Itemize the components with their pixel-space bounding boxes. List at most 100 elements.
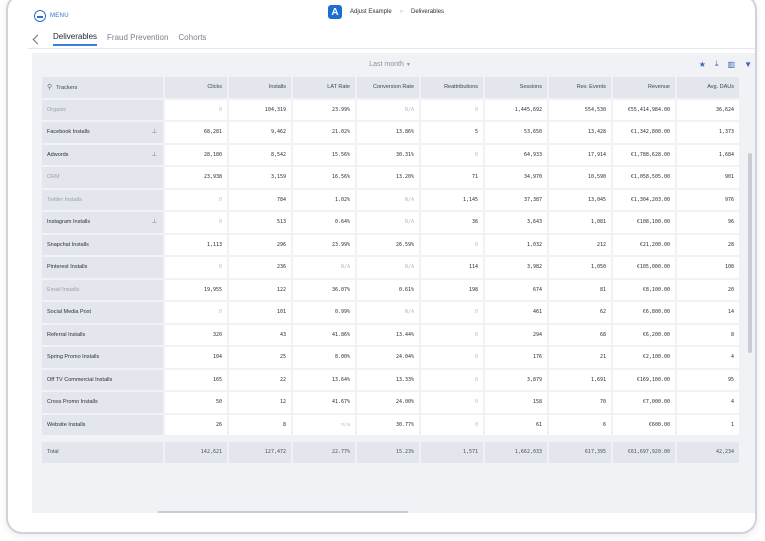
table-cell: €108,100.00 <box>613 212 675 233</box>
app-name[interactable]: Adjust Example <box>350 9 392 15</box>
table-cell: 176 <box>485 347 547 368</box>
filter-icon[interactable]: ▼ <box>744 59 752 69</box>
table-cell: 0 <box>421 234 483 255</box>
table-row[interactable]: CRM 23,938 3,159 16.56% 13.20% 71 34,970 10,590… <box>42 167 739 188</box>
column-header[interactable]: Clicks <box>165 77 227 98</box>
menu-button[interactable]: MENU <box>34 10 69 22</box>
pin-settings-icon[interactable]: ★ <box>698 59 706 69</box>
table-cell: 0.64% <box>293 212 355 233</box>
table-cell: 41.86% <box>293 324 355 345</box>
horizontal-scrollbar[interactable] <box>158 511 408 513</box>
column-header[interactable]: Rev. Events <box>549 77 611 98</box>
chart-icon[interactable]: ▥ <box>727 59 736 69</box>
table-cell: 1,050 <box>549 257 611 278</box>
table-cell: 0 <box>421 369 483 390</box>
table-row[interactable]: Adwords ⊥ 28,180 8,542 15.56% 30.31% 0 64,933 17… <box>42 144 739 165</box>
table-cell: 0 <box>421 324 483 345</box>
pin-icon[interactable]: ⊥ <box>151 129 157 135</box>
tracker-name-text: Spring Promo Installs <box>47 354 100 361</box>
table-cell: 71 <box>421 167 483 188</box>
table-row[interactable]: Spring Promo Installs 104 25 8.00% 24.04% 0 17… <box>42 347 739 368</box>
table-cell: €600.00 <box>613 414 675 435</box>
table-cell: 12 <box>229 392 291 413</box>
table-cell: 81 <box>549 279 611 300</box>
table-row[interactable]: Social Media Post 0 101 0.99% N/A 0 461 62 €6,80… <box>42 302 739 323</box>
table-cell: 0 <box>421 99 483 120</box>
table-toolbar: ★ ⤓ ▥ ▼ <box>699 59 752 69</box>
tracker-name-text: Cross Promo Installs <box>47 399 98 406</box>
table-cell: 30.77% <box>357 414 419 435</box>
tracker-name: Facebook Installs ⊥ <box>42 122 163 143</box>
column-header-label: Trackers <box>56 85 78 92</box>
tracker-name-text: Total <box>47 449 59 456</box>
table-cell: 23,938 <box>165 167 227 188</box>
table-row[interactable]: Email Installs 19,955 122 36.07% 0.61% 198 674… <box>42 279 739 300</box>
column-header[interactable]: Avg. DAUs <box>677 77 739 98</box>
header-divider <box>28 48 755 49</box>
table-row[interactable]: Website Installs 26 8 n/a 30.77% 0 61 6 €600.00 1 <box>42 414 739 435</box>
column-header[interactable]: Installs <box>229 77 291 98</box>
tracker-name: Email Installs <box>42 279 163 300</box>
table-cell: 294 <box>485 324 547 345</box>
table-row[interactable]: Snapchat Installs 1,113 296 23.99% 26.59% 0 1,… <box>42 234 739 255</box>
column-header[interactable]: Conversion Rate <box>357 77 419 98</box>
tracker-name-text: Instagram Installs <box>47 219 91 226</box>
table-cell: €6,200.00 <box>613 324 675 345</box>
table-row[interactable]: Off TV Commercial Installs 165 22 13.64% 13.… <box>42 369 739 390</box>
search-icon[interactable]: ⚲ <box>47 84 53 92</box>
table-cell: €6,800.00 <box>613 302 675 323</box>
table-cell: €169,100.00 <box>613 369 675 390</box>
table-row[interactable]: Organic 0 104,319 23.99% N/A 0 1,445,692 554,53… <box>42 99 739 120</box>
table-cell: 28 <box>677 234 739 255</box>
table-row[interactable]: Twitter Installs 0 784 1.02% N/A 1,145 37,387 1… <box>42 189 739 210</box>
column-header[interactable]: Sessions <box>485 77 547 98</box>
table-row[interactable]: Facebook Installs ⊥ 68,281 9,462 21.02% 13.86… <box>42 122 739 143</box>
table-cell: 4 <box>677 347 739 368</box>
period-selector[interactable]: Last month ▼ <box>32 53 748 75</box>
column-header[interactable]: Reattributions <box>421 77 483 98</box>
table-cell: 114 <box>421 257 483 278</box>
table-cell: 1,081 <box>549 212 611 233</box>
download-icon[interactable]: ⤓ <box>714 59 719 68</box>
total-row[interactable]: Total 142,621 127,472 22.77% 15.23% 1,571 1,66… <box>42 442 739 463</box>
table-cell: 42,234 <box>677 442 739 463</box>
table-cell: 1,684 <box>677 144 739 165</box>
table-cell: 13.44% <box>357 324 419 345</box>
pin-icon[interactable]: ⊥ <box>151 219 157 225</box>
table-cell: 165 <box>165 369 227 390</box>
table-cell: €1,058,505.00 <box>613 167 675 188</box>
tracker-name: Snapchat Installs <box>42 234 163 255</box>
table-cell: 3,982 <box>485 257 547 278</box>
table-row[interactable]: Cross Promo Installs 50 12 41.67% 24.00% 0 158… <box>42 392 739 413</box>
menu-icon <box>34 10 46 22</box>
spacer-cell <box>42 437 163 440</box>
column-header[interactable]: LAT Rate <box>293 77 355 98</box>
table-cell: 30.31% <box>357 144 419 165</box>
tab-fraud-prevention[interactable]: Fraud Prevention <box>107 33 169 42</box>
table-cell: 20 <box>677 279 739 300</box>
spacer-cell <box>293 437 355 440</box>
table-cell: N/A <box>357 212 419 233</box>
app-window: MENU A Adjust Example » Deliverables Del… <box>6 0 757 534</box>
tab-deliverables[interactable]: Deliverables <box>53 32 98 46</box>
table-cell: 0 <box>421 302 483 323</box>
table-cell: 617,395 <box>549 442 611 463</box>
table-cell: 0 <box>165 212 227 233</box>
column-header-trackers[interactable]: ⚲ Trackers <box>42 77 163 98</box>
column-header[interactable]: Revenue <box>613 77 675 98</box>
table-cell: €7,000.00 <box>613 392 675 413</box>
table-row[interactable]: Instagram Installs ⊥ 0 513 0.64% N/A 36 3,643 1,… <box>42 212 739 233</box>
table-row[interactable]: Pinterest Installs 0 236 N/A N/A 114 3,982 1,05… <box>42 257 739 278</box>
table-cell: 236 <box>229 257 291 278</box>
table-cell: 13.86% <box>357 122 419 143</box>
table-cell: 8.00% <box>293 347 355 368</box>
vertical-scrollbar[interactable] <box>748 153 752 353</box>
table-row[interactable]: Referral Installs 320 43 41.86% 13.44% 0 294 68… <box>42 324 739 345</box>
period-label: Last month <box>369 60 404 68</box>
tracker-name-text: Social Media Post <box>47 309 92 316</box>
spacer-cell <box>677 437 739 440</box>
pin-icon[interactable]: ⊥ <box>151 151 157 158</box>
back-chevron-icon[interactable] <box>32 34 43 44</box>
table-cell: N/A <box>293 257 355 278</box>
tab-cohorts[interactable]: Cohorts <box>178 33 207 42</box>
